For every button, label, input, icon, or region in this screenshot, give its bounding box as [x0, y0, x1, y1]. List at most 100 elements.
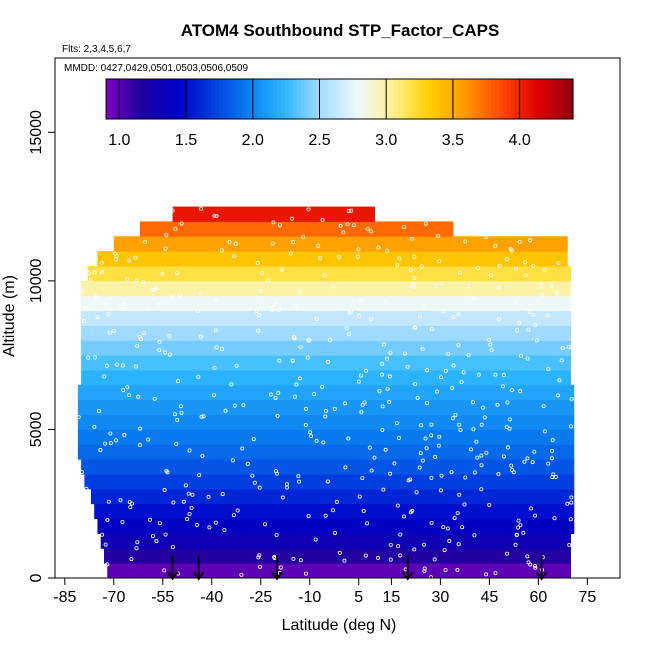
sample-point: [145, 306, 150, 311]
colorbar-segment: [152, 79, 158, 119]
colorbar-segment: [195, 79, 200, 119]
sample-point: [277, 358, 282, 363]
sample-point: [408, 510, 413, 515]
x-tick-label: -25: [249, 589, 272, 606]
sample-point: [314, 438, 319, 443]
colorbar-segment: [358, 79, 364, 119]
sample-point: [196, 309, 201, 314]
colorbar-segment: [323, 79, 329, 119]
sample-point: [439, 375, 444, 380]
sample-point: [549, 456, 554, 461]
profile-marker-arrow: [166, 555, 179, 581]
colorbar-segment: [179, 79, 185, 119]
sample-point: [436, 443, 441, 448]
sample-point: [291, 556, 296, 561]
colorbar-segment: [545, 79, 551, 119]
colorbar-segment: [549, 79, 555, 119]
sample-point: [232, 254, 237, 259]
sample-point: [424, 446, 429, 451]
heatmap-band: [77, 444, 575, 460]
sample-point: [105, 518, 110, 523]
sample-point: [220, 492, 225, 497]
colorbar-segment: [518, 79, 524, 119]
sample-point: [456, 312, 461, 317]
sample-point: [170, 545, 175, 550]
sample-point: [312, 392, 317, 397]
sample-point: [280, 495, 285, 500]
sample-point: [316, 243, 321, 248]
colorbar-segment: [296, 79, 302, 119]
sample-point: [496, 317, 501, 322]
sample-point: [260, 270, 265, 275]
sample-point: [402, 351, 407, 356]
sample-point: [108, 431, 113, 436]
colorbar-segment: [160, 79, 165, 119]
colorbar-segment: [409, 79, 415, 119]
sample-point: [384, 298, 389, 303]
x-tick-label: -85: [53, 589, 76, 606]
colorbar-segment: [339, 79, 344, 119]
sample-point: [501, 373, 506, 378]
colorbar-segment: [312, 79, 317, 119]
sample-point: [497, 263, 502, 268]
sample-point: [532, 449, 537, 454]
colorbar-segment: [467, 79, 473, 119]
sample-point: [156, 302, 161, 307]
sample-point: [134, 278, 139, 283]
sample-point: [321, 440, 326, 445]
sample-point: [323, 414, 328, 419]
sample-point: [179, 410, 184, 415]
sample-point: [120, 363, 125, 368]
sample-point: [394, 421, 399, 426]
sample-point: [277, 223, 282, 228]
sample-point: [352, 223, 357, 228]
sample-point: [369, 229, 374, 234]
sample-point: [334, 499, 339, 504]
colorbar-segment: [144, 79, 150, 119]
sample-point: [420, 458, 425, 463]
sample-point: [160, 271, 165, 276]
sample-point: [446, 351, 451, 356]
sample-point: [322, 273, 327, 278]
sample-point: [318, 256, 323, 261]
colorbar-tick-label: 3.0: [375, 132, 397, 149]
sample-point: [112, 251, 117, 256]
sample-point: [380, 404, 385, 409]
sample-point: [533, 564, 538, 569]
sample-point: [445, 526, 450, 531]
sample-point: [429, 422, 434, 427]
sample-point: [455, 567, 460, 572]
colorbar-segment: [214, 79, 220, 119]
sample-point: [275, 471, 280, 476]
sample-point: [487, 502, 492, 507]
sample-point: [186, 491, 191, 496]
heatmap-band: [81, 340, 572, 356]
sample-point: [531, 263, 536, 268]
sample-point: [531, 312, 536, 317]
sample-point: [568, 424, 573, 429]
colorbar-segment: [257, 79, 263, 119]
sample-point: [472, 470, 477, 475]
sample-point: [534, 338, 539, 343]
sample-point: [422, 304, 427, 309]
sample-point: [457, 492, 462, 497]
sample-point: [559, 358, 564, 363]
sample-point: [98, 448, 103, 453]
sample-point: [255, 260, 260, 265]
sample-point: [325, 479, 330, 484]
colorbar-segment: [401, 79, 407, 119]
y-axis-label: Altitude (m): [1, 275, 18, 357]
sample-point: [402, 225, 407, 230]
sample-point: [256, 555, 261, 560]
sample-point: [129, 557, 134, 562]
sample-point: [538, 283, 543, 288]
sample-point: [104, 363, 109, 368]
sample-point: [99, 260, 104, 265]
y-tick-label: 10000: [28, 259, 45, 304]
colorbar-segment: [397, 79, 403, 119]
sample-point: [362, 400, 367, 405]
sample-point: [162, 568, 167, 573]
sample-point: [466, 284, 471, 289]
colorbar-segment: [432, 79, 438, 119]
sample-point: [142, 331, 147, 336]
